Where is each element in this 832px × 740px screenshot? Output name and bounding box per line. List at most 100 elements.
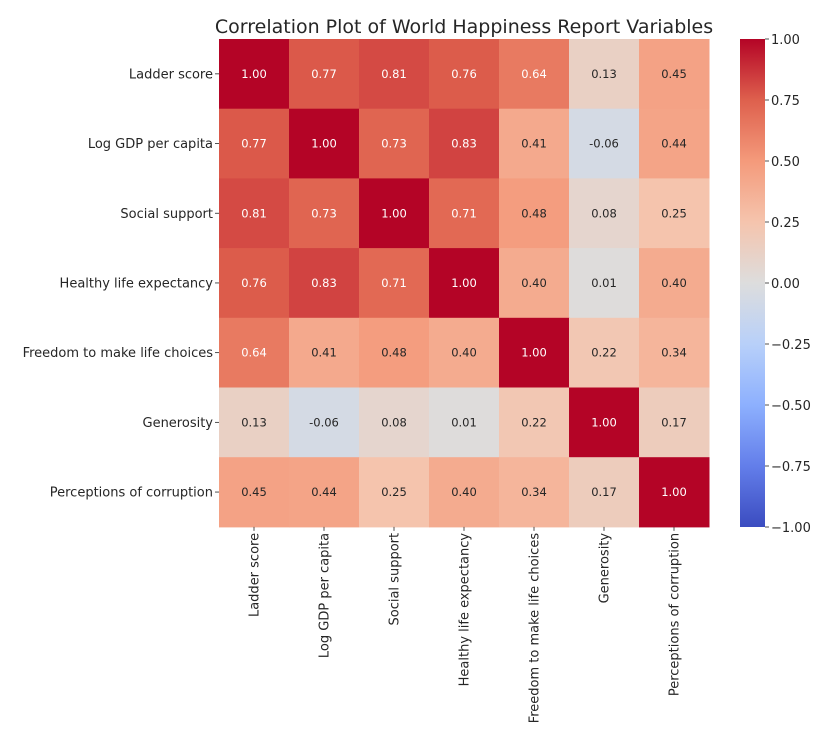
colorbar-tick-label: 0.75 xyxy=(771,94,800,109)
cell-value-label: 1.00 xyxy=(451,276,477,290)
row-label: Perceptions of corruption xyxy=(50,486,213,501)
cell-value-label: 0.77 xyxy=(311,67,337,81)
cell-value-label: 0.22 xyxy=(591,346,617,360)
heatmap-cell xyxy=(219,248,290,319)
cell-value-label: 0.08 xyxy=(381,415,407,429)
column-label: Log GDP per capita xyxy=(318,533,333,658)
cell-value-label: 0.77 xyxy=(241,137,267,151)
cell-value-label: 0.40 xyxy=(451,485,477,499)
heatmap-cell xyxy=(639,39,710,110)
cell-value-label: 0.01 xyxy=(591,276,617,290)
cell-value-label: 0.81 xyxy=(241,206,267,220)
heatmap-cell xyxy=(289,457,360,528)
cell-value-label: 0.45 xyxy=(661,67,687,81)
heatmap-cell xyxy=(429,317,500,388)
heatmap-cell xyxy=(569,39,640,110)
cell-value-label: 1.00 xyxy=(311,137,337,151)
row-label: Healthy life expectancy xyxy=(60,276,214,291)
heatmap-cell xyxy=(289,317,360,388)
cell-value-label: 0.83 xyxy=(311,276,337,290)
heatmap-cell xyxy=(639,108,710,179)
heatmap-cell xyxy=(219,108,290,179)
heatmap-cell xyxy=(359,108,430,179)
heatmap-cell xyxy=(429,108,500,179)
heatmap-cell xyxy=(359,248,430,319)
cell-value-label: 0.48 xyxy=(381,346,407,360)
heatmap-cell xyxy=(569,178,640,249)
colorbar-tick-label: 0.50 xyxy=(771,155,800,170)
colorbar-tick-label: 0.00 xyxy=(771,277,800,292)
cell-value-label: 0.83 xyxy=(451,137,477,151)
cell-value-label: 0.17 xyxy=(661,415,687,429)
cell-value-label: 1.00 xyxy=(521,346,547,360)
column-label: Social support xyxy=(388,533,403,626)
column-label: Ladder score xyxy=(248,533,263,617)
heatmap-cell xyxy=(639,178,710,249)
heatmap-cell xyxy=(359,39,430,110)
heatmap-cell xyxy=(429,457,500,528)
heatmap-cell xyxy=(219,39,290,110)
cell-value-label: 0.13 xyxy=(241,415,267,429)
colorbar-tick-label: 1.00 xyxy=(771,33,800,48)
heatmap-cell xyxy=(569,457,640,528)
heatmap-cells: 1.00 0.77 0.81 0.76 0.64 0.13 0.45 0.77 1.00 0.73… xyxy=(219,39,710,528)
cell-value-label: 0.64 xyxy=(521,67,547,81)
cell-value-label: 0.13 xyxy=(591,67,617,81)
heatmap-cell xyxy=(219,457,290,528)
cell-value-label: 0.34 xyxy=(661,346,687,360)
cell-value-label: 0.64 xyxy=(241,346,267,360)
heatmap-cell xyxy=(499,387,570,458)
cell-value-label: 0.44 xyxy=(661,137,687,151)
heatmap-cell xyxy=(499,248,570,319)
cell-value-label: 0.40 xyxy=(661,276,687,290)
chart-title: Correlation Plot of World Happiness Repo… xyxy=(215,16,713,38)
cell-value-label: 1.00 xyxy=(381,206,407,220)
heatmap-cell xyxy=(289,248,360,319)
cell-value-label: 1.00 xyxy=(661,485,687,499)
row-label: Log GDP per capita xyxy=(88,137,213,152)
heatmap-cell xyxy=(289,178,360,249)
colorbar-gradient xyxy=(740,39,765,527)
heatmap-cell xyxy=(569,108,640,179)
cell-value-label: 0.76 xyxy=(451,67,477,81)
heatmap-cell xyxy=(569,248,640,319)
cell-value-label: 1.00 xyxy=(591,415,617,429)
cell-value-label: 0.71 xyxy=(381,276,407,290)
row-labels: Ladder score Log GDP per capita Social sup… xyxy=(23,67,219,501)
heatmap-cell xyxy=(639,457,710,528)
cell-value-label: 0.01 xyxy=(451,415,477,429)
heatmap-cell xyxy=(569,317,640,388)
heatmap-cell xyxy=(639,317,710,388)
column-label: Generosity xyxy=(598,533,613,604)
cell-value-label: 0.22 xyxy=(521,415,547,429)
heatmap-cell xyxy=(219,387,290,458)
heatmap-cell xyxy=(429,178,500,249)
row-label: Ladder score xyxy=(129,67,213,82)
heatmap-cell xyxy=(289,39,360,110)
cell-value-label: 0.34 xyxy=(521,485,547,499)
colorbar-tick-label: −0.25 xyxy=(771,338,811,353)
heatmap-cell xyxy=(429,248,500,319)
heatmap-cell xyxy=(359,178,430,249)
row-label: Generosity xyxy=(143,416,214,431)
heatmap-cell xyxy=(219,317,290,388)
cell-value-label: 0.17 xyxy=(591,485,617,499)
colorbar-tick-label: 0.25 xyxy=(771,216,800,231)
heatmap-cell xyxy=(499,178,570,249)
cell-value-label: 0.44 xyxy=(311,485,337,499)
colorbar: 1.00 0.75 0.50 0.25 0.00 −0.25 −0.50 −0.75 −1.00 xyxy=(740,33,811,536)
heatmap-cell xyxy=(359,387,430,458)
column-labels: Ladder score Log GDP per capita Social sup… xyxy=(248,526,683,723)
heatmap-cell xyxy=(639,248,710,319)
heatmap-cell xyxy=(359,317,430,388)
heatmap-cell xyxy=(499,317,570,388)
cell-value-label: 0.25 xyxy=(381,485,407,499)
cell-value-label: 0.40 xyxy=(521,276,547,290)
cell-value-label: 1.00 xyxy=(241,67,267,81)
heatmap-cell xyxy=(429,387,500,458)
cell-value-label: 0.25 xyxy=(661,206,687,220)
column-label: Healthy life expectancy xyxy=(458,533,473,687)
cell-value-label: 0.81 xyxy=(381,67,407,81)
